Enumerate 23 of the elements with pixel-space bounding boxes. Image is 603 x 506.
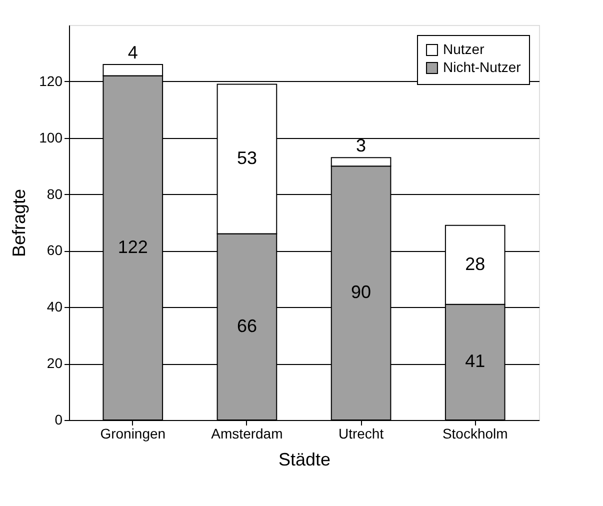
y-tick-label: 80 [46, 186, 63, 202]
data-label: 66 [236, 316, 257, 336]
x-tick-label: Groningen [100, 426, 166, 442]
data-label: 41 [465, 351, 486, 372]
y-tick-label: 40 [46, 298, 63, 315]
x-tick-label: Stockholm [442, 426, 508, 442]
data-label: 90 [351, 282, 372, 302]
legend-label: Nicht-Nutzer [443, 59, 522, 75]
x-axis-title: Städte [278, 450, 331, 470]
data-label: 122 [118, 236, 148, 257]
y-tick-label: 120 [39, 72, 63, 89]
data-label: 4 [128, 42, 138, 62]
data-label: 53 [236, 148, 257, 168]
y-axis-title: Befragte [9, 188, 30, 258]
data-label: 3 [356, 136, 366, 156]
y-tick-label: 60 [46, 242, 63, 258]
y-tick-label: 0 [54, 412, 63, 428]
y-tick-label: 20 [46, 355, 63, 372]
x-tick-label: Utrecht [338, 426, 384, 442]
legend-label: Nutzer [443, 41, 485, 57]
x-tick-label: Amsterdam [211, 426, 283, 442]
y-tick-label: 100 [39, 129, 63, 146]
data-label: 28 [465, 254, 486, 274]
